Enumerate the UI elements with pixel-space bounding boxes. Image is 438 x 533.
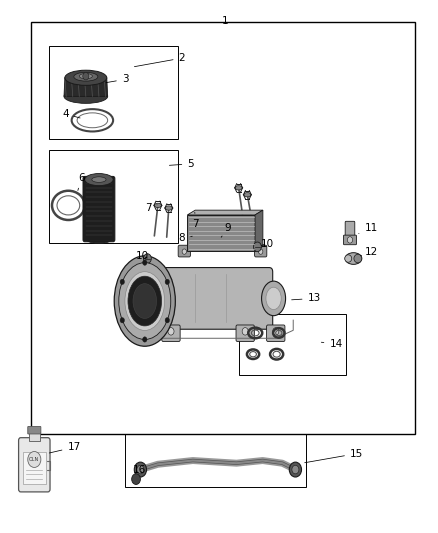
Ellipse shape	[345, 255, 352, 262]
Ellipse shape	[128, 276, 162, 326]
Text: 2: 2	[134, 53, 185, 67]
Text: 14: 14	[321, 338, 343, 349]
Text: OLN: OLN	[29, 457, 39, 462]
Text: 1: 1	[222, 15, 229, 26]
Bar	[49, 46, 177, 139]
Circle shape	[120, 279, 124, 285]
Text: 12: 12	[360, 247, 378, 257]
Ellipse shape	[85, 174, 113, 185]
Ellipse shape	[125, 272, 165, 330]
Circle shape	[273, 328, 279, 335]
FancyBboxPatch shape	[267, 325, 285, 342]
Circle shape	[289, 462, 301, 477]
FancyBboxPatch shape	[254, 245, 267, 257]
Polygon shape	[187, 210, 263, 215]
Text: 9: 9	[221, 223, 231, 237]
FancyBboxPatch shape	[18, 438, 50, 492]
Text: 6: 6	[78, 173, 85, 190]
FancyBboxPatch shape	[178, 245, 191, 257]
Bar	[31, 22, 416, 434]
Ellipse shape	[261, 281, 286, 316]
Bar	[239, 314, 346, 375]
FancyBboxPatch shape	[343, 235, 357, 245]
Circle shape	[143, 260, 147, 265]
Polygon shape	[64, 78, 108, 96]
Circle shape	[168, 328, 174, 335]
FancyBboxPatch shape	[162, 325, 180, 342]
Circle shape	[144, 254, 151, 263]
Ellipse shape	[92, 177, 106, 182]
Ellipse shape	[79, 74, 92, 79]
Bar	[29, 432, 39, 441]
Ellipse shape	[235, 185, 242, 190]
Text: 16: 16	[133, 465, 146, 474]
Bar	[125, 434, 306, 487]
Ellipse shape	[354, 254, 362, 263]
Ellipse shape	[114, 256, 175, 346]
Text: 17: 17	[49, 442, 81, 453]
Circle shape	[242, 328, 248, 335]
Text: 15: 15	[305, 449, 363, 463]
Text: 8: 8	[179, 233, 192, 244]
Bar	[22, 452, 46, 484]
Circle shape	[134, 462, 147, 477]
FancyBboxPatch shape	[28, 426, 41, 434]
FancyBboxPatch shape	[139, 268, 273, 329]
Text: 7: 7	[193, 212, 199, 229]
Text: 10: 10	[261, 239, 274, 248]
Circle shape	[138, 328, 144, 335]
Text: 5: 5	[170, 159, 194, 169]
Bar	[187, 215, 255, 251]
Circle shape	[165, 279, 170, 285]
Circle shape	[143, 337, 147, 342]
Ellipse shape	[133, 284, 156, 318]
Bar	[49, 150, 177, 243]
Ellipse shape	[65, 70, 107, 85]
FancyBboxPatch shape	[131, 325, 150, 342]
Ellipse shape	[244, 192, 251, 197]
Polygon shape	[255, 210, 263, 251]
Text: 10: 10	[136, 252, 149, 261]
Ellipse shape	[345, 253, 362, 264]
Circle shape	[254, 242, 261, 252]
Text: 7: 7	[145, 203, 157, 213]
Ellipse shape	[64, 90, 108, 103]
Circle shape	[137, 465, 144, 474]
Text: 4: 4	[62, 109, 80, 119]
Circle shape	[132, 474, 141, 484]
Circle shape	[292, 465, 299, 474]
Circle shape	[83, 72, 89, 80]
Circle shape	[258, 249, 263, 254]
Circle shape	[182, 249, 187, 254]
Ellipse shape	[74, 72, 98, 81]
Circle shape	[120, 318, 124, 323]
Text: 13: 13	[292, 293, 321, 303]
Ellipse shape	[165, 206, 172, 210]
Text: 11: 11	[359, 223, 378, 233]
Circle shape	[165, 318, 170, 323]
FancyBboxPatch shape	[83, 176, 115, 242]
FancyBboxPatch shape	[236, 325, 254, 342]
Ellipse shape	[154, 203, 162, 207]
Ellipse shape	[85, 231, 113, 244]
Ellipse shape	[119, 263, 171, 340]
Text: 3: 3	[106, 75, 128, 84]
Circle shape	[347, 237, 353, 243]
Circle shape	[28, 451, 41, 467]
Ellipse shape	[266, 287, 281, 310]
FancyBboxPatch shape	[345, 221, 355, 238]
